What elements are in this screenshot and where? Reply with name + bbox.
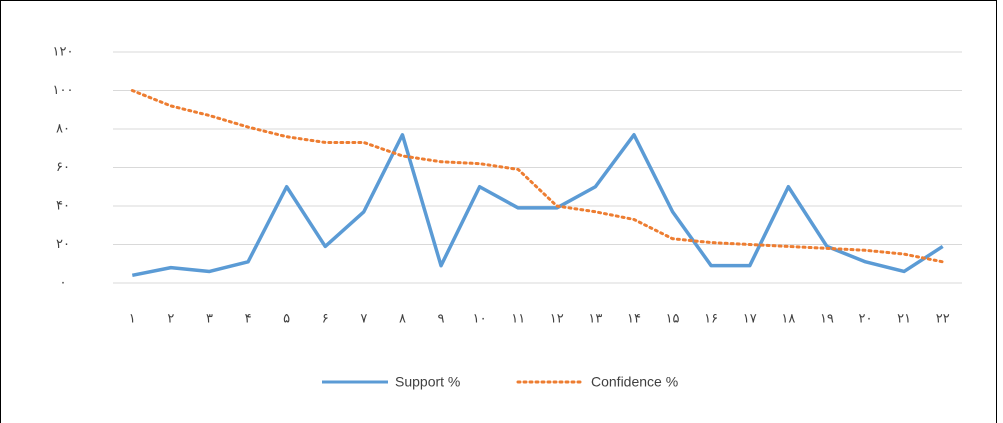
y-tick-label: ۶۰ <box>56 160 70 175</box>
y-tick-label: ۰ <box>60 276 67 291</box>
x-tick-label: ۱۹ <box>820 312 834 327</box>
x-tick-label: ۱۰ <box>473 312 487 327</box>
x-tick-label: ۱۳ <box>588 312 602 327</box>
series-line <box>130 89 945 264</box>
x-tick-label: ۱ <box>129 312 136 327</box>
y-tick-label: ۸۰ <box>56 122 70 137</box>
y-tick-label: ۱۲۰ <box>53 45 74 60</box>
x-tick-label: ۱۸ <box>781 312 795 327</box>
x-tick-label: ۲۱ <box>897 312 911 327</box>
series-line <box>131 133 944 278</box>
x-tick-label: ۱۴ <box>627 312 641 327</box>
x-tick-label: ۵ <box>283 312 290 327</box>
x-tick-label: ۱۵ <box>666 312 680 327</box>
x-tick-label: ۸ <box>399 312 406 327</box>
x-tick-label: ۴ <box>245 312 252 327</box>
legend-label: Confidence % <box>591 374 678 390</box>
x-tick-label: ۲۰ <box>859 312 873 327</box>
x-tick-label: ۳ <box>206 312 213 327</box>
x-tick-label: ۲ <box>167 312 174 327</box>
y-tick-label: ۱۰۰ <box>53 83 74 98</box>
x-tick-label: ۷ <box>360 312 367 327</box>
x-tick-label: ۶ <box>322 312 329 327</box>
x-tick-label: ۲۲ <box>936 312 950 327</box>
legend-label: Support % <box>395 374 460 390</box>
x-tick-label: ۱۶ <box>704 312 718 327</box>
y-tick-label: ۲۰ <box>56 237 70 252</box>
x-tick-label: ۱۱ <box>511 312 525 327</box>
x-tick-label: ۱۲ <box>550 312 564 327</box>
y-tick-label: ۴۰ <box>56 199 70 214</box>
x-tick-label: ۹ <box>438 312 445 327</box>
x-tick-label: ۱۷ <box>743 312 757 327</box>
